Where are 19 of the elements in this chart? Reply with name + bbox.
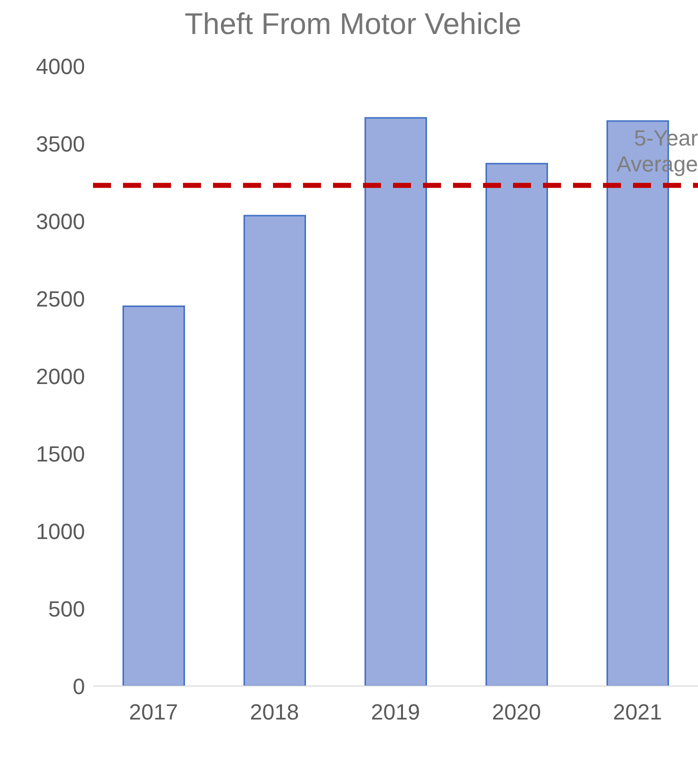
y-tick-label: 1000 — [36, 518, 85, 544]
y-tick-label: 0 — [72, 674, 85, 699]
x-tick-label: 2021 — [613, 700, 662, 725]
x-tick-label: 2020 — [492, 700, 541, 725]
bar — [244, 214, 306, 686]
y-tick-label: 1500 — [36, 441, 85, 466]
x-tick-label: 2018 — [250, 700, 299, 725]
y-tick-label: 500 — [48, 596, 85, 622]
bar — [122, 306, 185, 686]
y-tick-label: 2500 — [36, 286, 85, 312]
x-tick-label: 2017 — [129, 700, 178, 725]
bar — [364, 117, 427, 686]
x-tick-label: 2019 — [371, 700, 420, 725]
y-tick-label: 3000 — [36, 208, 85, 234]
bar — [486, 162, 548, 686]
chart-title: Theft From Motor Vehicle — [184, 8, 522, 42]
y-tick-label: 4000 — [36, 54, 85, 79]
y-tick-label: 3500 — [36, 131, 85, 156]
y-tick-label: 2000 — [36, 364, 85, 389]
